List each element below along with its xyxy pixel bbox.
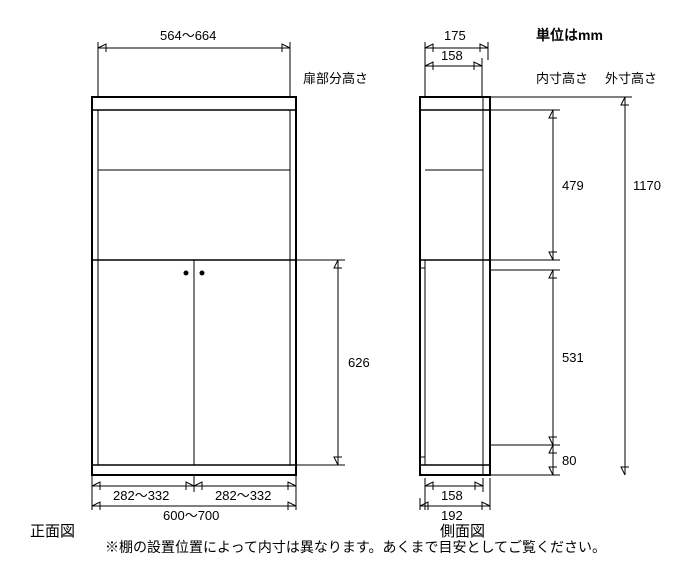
footer-note: ※棚の設置位置によって内寸は異なります。あくまで目安としてご覧ください。 xyxy=(105,539,606,555)
side-view-drawing: 175 158 単位はmm 内寸高さ 外寸高さ 479 xyxy=(420,27,661,523)
side-bottom-inner: 158 xyxy=(441,488,463,503)
side-total-height: 1170 xyxy=(633,178,661,193)
outer-height-label: 外寸高さ xyxy=(605,71,657,86)
side-top-outer: 175 xyxy=(444,28,466,43)
front-door-height: 626 xyxy=(348,355,370,370)
side-lower-height: 531 xyxy=(562,350,584,365)
front-view-title: 正面図 xyxy=(30,523,75,540)
side-top-inner: 158 xyxy=(441,48,463,63)
front-bottom-right: 282～332 xyxy=(215,488,271,503)
side-view-title: 側面図 xyxy=(440,523,485,540)
front-view-drawing: 564～664 扉部分高さ 626 2 xyxy=(92,28,370,523)
side-upper-height: 479 xyxy=(562,178,584,193)
side-base-height: 80 xyxy=(562,453,576,468)
front-top-width: 564～664 xyxy=(160,28,216,43)
side-bottom-outer: 192 xyxy=(441,508,463,523)
door-height-label: 扉部分高さ xyxy=(303,71,368,86)
inner-height-label: 内寸高さ xyxy=(536,71,588,86)
front-bottom-left: 282～332 xyxy=(113,488,169,503)
unit-label: 単位はmm xyxy=(536,27,603,43)
front-total-width: 600～700 xyxy=(163,508,219,523)
